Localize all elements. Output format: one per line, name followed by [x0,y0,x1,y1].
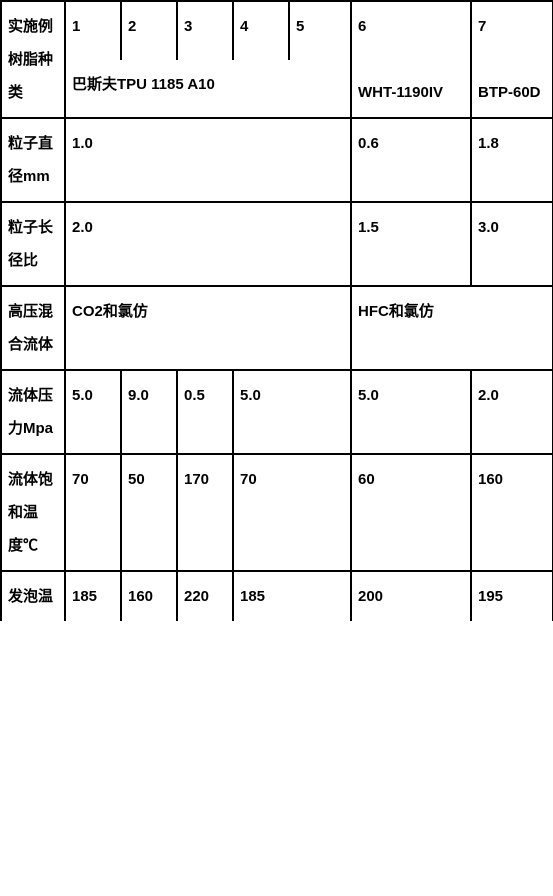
row-label: 粒子直径mm [1,118,65,202]
row-label: 流体饱和温度℃ [1,454,65,571]
cell: 60 [351,454,471,571]
cell: 200 [351,571,471,621]
cell: 220 [177,571,233,621]
row-label: 粒子长径比 [1,202,65,286]
cell: 0.6 [351,118,471,202]
label-line1: 实施例 [8,18,53,35]
cell: 160 [471,454,553,571]
resin6: WHT-1190IV [358,84,443,101]
cell: HFC和氯仿 [351,286,553,370]
cell: 185 [65,571,121,621]
resin-group-a: 巴斯夫TPU 1185 A10 [65,60,351,119]
col-header-2: 2 [121,1,177,60]
col-header-1: 1 [65,1,121,60]
cell: 50 [121,454,177,571]
table-row: 实施例 树脂种类 1 2 3 4 5 6 WHT-1190IV 7 BTP-60… [1,1,553,60]
cell: 70 [65,454,121,571]
table-row: 流体压力Mpa 5.0 9.0 0.5 5.0 5.0 2.0 [1,370,553,454]
cell: 195 [471,571,553,621]
cell: 70 [233,454,351,571]
row-label: 高压混合流体 [1,286,65,370]
table-row: 高压混合流体 CO2和氯仿 HFC和氯仿 [1,286,553,370]
label-line2: 树脂种类 [8,51,53,101]
data-table: 实施例 树脂种类 1 2 3 4 5 6 WHT-1190IV 7 BTP-60… [0,0,553,621]
cell: 1.5 [351,202,471,286]
cell: 160 [121,571,177,621]
cell: 5.0 [65,370,121,454]
cell: 170 [177,454,233,571]
row-label: 发泡温 [1,571,65,621]
table-row: 粒子直径mm 1.0 0.6 1.8 [1,118,553,202]
cell: 5.0 [233,370,351,454]
table-row: 流体饱和温度℃ 70 50 170 70 60 160 [1,454,553,571]
cell: 185 [233,571,351,621]
cell: 1.0 [65,118,351,202]
resin7: BTP-60D [478,84,541,101]
cell: 3.0 [471,202,553,286]
cell: 1.8 [471,118,553,202]
col-header-3: 3 [177,1,233,60]
col-header-6: 6 WHT-1190IV [351,1,471,118]
col-header-7: 7 BTP-60D [471,1,553,118]
col-header-4: 4 [233,1,289,60]
cell: 0.5 [177,370,233,454]
cell: CO2和氯仿 [65,286,351,370]
table-row: 发泡温 185 160 220 185 200 195 [1,571,553,621]
col-header-5: 5 [289,1,351,60]
cell: 5.0 [351,370,471,454]
cell: 9.0 [121,370,177,454]
row-label: 实施例 树脂种类 [1,1,65,118]
table-row: 粒子长径比 2.0 1.5 3.0 [1,202,553,286]
num6: 6 [358,18,366,35]
cell: 2.0 [65,202,351,286]
row-label: 流体压力Mpa [1,370,65,454]
num7: 7 [478,18,486,35]
cell: 2.0 [471,370,553,454]
